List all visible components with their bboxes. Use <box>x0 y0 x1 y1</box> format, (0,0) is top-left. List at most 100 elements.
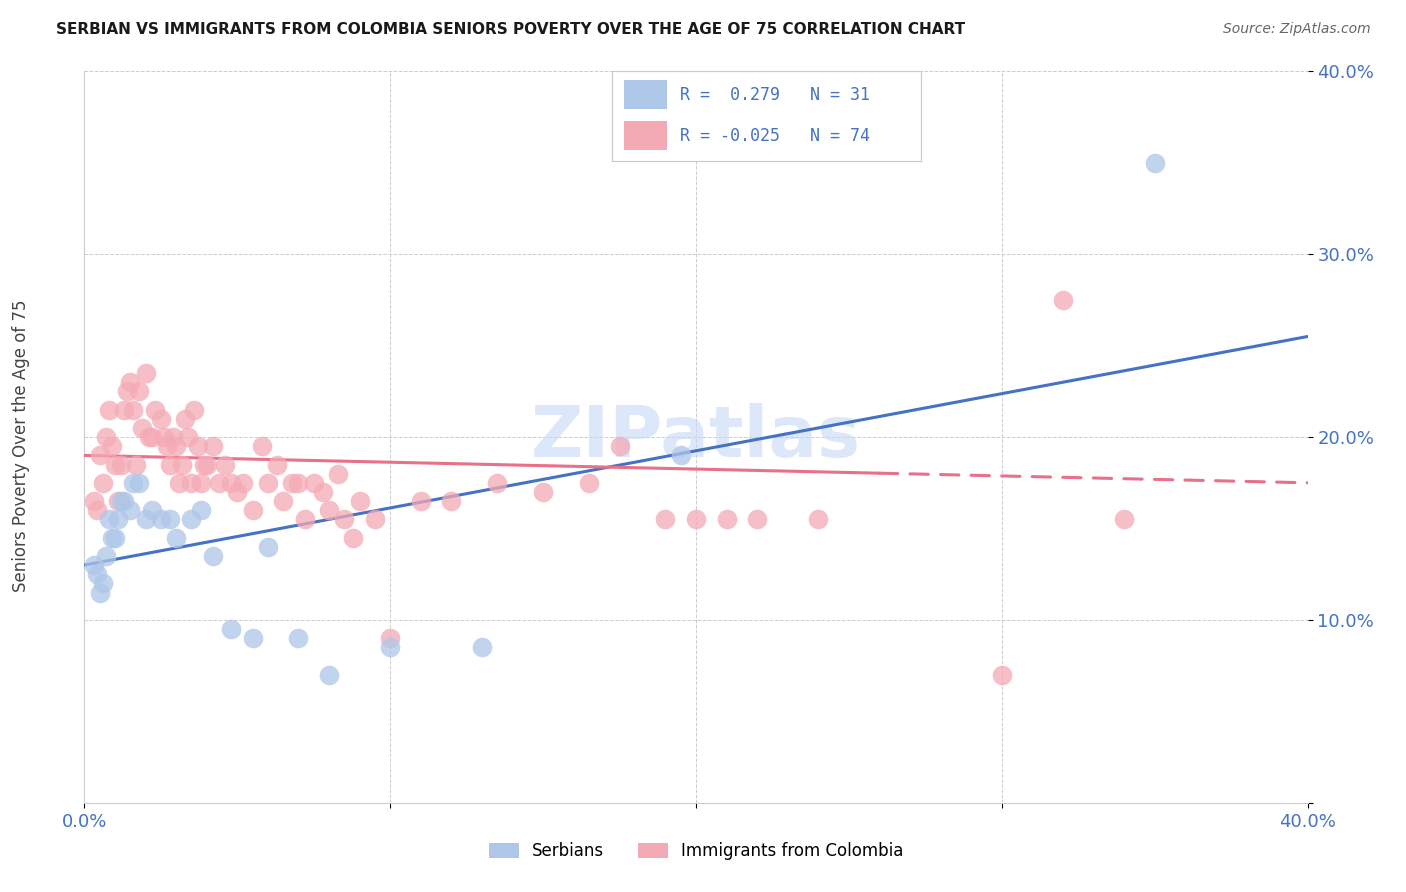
Point <box>149 512 172 526</box>
Point <box>101 439 124 453</box>
Point <box>89 448 111 462</box>
Point <box>153 430 176 444</box>
Point <box>380 640 402 655</box>
Point <box>266 458 288 472</box>
Legend: Serbians, Immigrants from Colombia: Serbians, Immigrants from Colombia <box>489 842 903 860</box>
Text: Seniors Poverty Over the Age of 75: Seniors Poverty Over the Age of 75 <box>13 300 30 592</box>
Point <box>242 503 264 517</box>
Point <box>287 632 309 646</box>
Point <box>219 475 242 490</box>
Bar <box>624 121 668 150</box>
Text: R = -0.025   N = 74: R = -0.025 N = 74 <box>679 127 870 145</box>
Point <box>86 567 108 582</box>
Point <box>219 622 242 636</box>
Point <box>94 549 117 563</box>
Point <box>165 439 187 453</box>
Point <box>257 540 280 554</box>
Point <box>609 439 631 453</box>
Point <box>122 402 145 417</box>
Point <box>380 632 402 646</box>
Point <box>190 475 212 490</box>
Point <box>101 531 124 545</box>
Text: ZIPatlas: ZIPatlas <box>531 402 860 472</box>
Point <box>333 512 356 526</box>
Point <box>97 402 120 417</box>
Point <box>807 512 830 526</box>
Point <box>107 512 129 526</box>
Point <box>287 475 309 490</box>
Point <box>112 494 135 508</box>
Point <box>250 439 273 453</box>
Point <box>120 503 142 517</box>
Point <box>1114 512 1136 526</box>
Point <box>328 467 350 481</box>
Point <box>318 503 340 517</box>
Point <box>165 531 187 545</box>
Point <box>128 384 150 399</box>
Point <box>193 458 215 472</box>
Point <box>180 475 202 490</box>
Point <box>257 475 280 490</box>
Text: R =  0.279   N = 31: R = 0.279 N = 31 <box>679 86 870 103</box>
Point <box>149 412 172 426</box>
Point <box>685 512 707 526</box>
Point <box>89 585 111 599</box>
Point <box>531 485 554 500</box>
Point <box>1143 156 1166 170</box>
Point <box>271 494 294 508</box>
Point <box>110 494 132 508</box>
Point <box>120 375 142 389</box>
Point <box>180 512 202 526</box>
Point <box>159 458 181 472</box>
Point <box>141 430 163 444</box>
Point <box>669 448 692 462</box>
Text: SERBIAN VS IMMIGRANTS FROM COLOMBIA SENIORS POVERTY OVER THE AGE OF 75 CORRELATI: SERBIAN VS IMMIGRANTS FROM COLOMBIA SENI… <box>56 22 966 37</box>
Point <box>94 430 117 444</box>
Point <box>294 512 316 526</box>
Text: Source: ZipAtlas.com: Source: ZipAtlas.com <box>1223 22 1371 37</box>
Point <box>122 475 145 490</box>
Point <box>186 439 208 453</box>
Point <box>112 402 135 417</box>
Point <box>364 512 387 526</box>
Point <box>409 494 432 508</box>
Point <box>135 512 157 526</box>
Point <box>156 439 179 453</box>
Point <box>486 475 509 490</box>
Point <box>172 458 194 472</box>
Point <box>208 475 231 490</box>
Point <box>177 430 200 444</box>
Point <box>1052 293 1074 307</box>
Point <box>312 485 335 500</box>
Point <box>471 640 494 655</box>
Point <box>214 458 236 472</box>
Bar <box>624 80 668 109</box>
Point <box>83 558 105 573</box>
Point <box>349 494 371 508</box>
Point <box>201 549 224 563</box>
Point <box>91 576 114 591</box>
Point <box>104 531 127 545</box>
Point <box>183 402 205 417</box>
Point <box>281 475 304 490</box>
Point <box>83 494 105 508</box>
Point <box>174 412 197 426</box>
Point <box>162 430 184 444</box>
Point <box>342 531 364 545</box>
Point <box>232 475 254 490</box>
Point <box>195 458 218 472</box>
Point <box>716 512 738 526</box>
Point <box>110 458 132 472</box>
Point <box>125 458 148 472</box>
Point <box>135 366 157 380</box>
Point <box>86 503 108 517</box>
Point <box>143 402 166 417</box>
Point <box>242 632 264 646</box>
Point <box>991 667 1014 681</box>
Point <box>159 512 181 526</box>
Point <box>318 667 340 681</box>
Point <box>654 512 676 526</box>
Point <box>167 475 190 490</box>
Point <box>226 485 249 500</box>
Point <box>578 475 600 490</box>
